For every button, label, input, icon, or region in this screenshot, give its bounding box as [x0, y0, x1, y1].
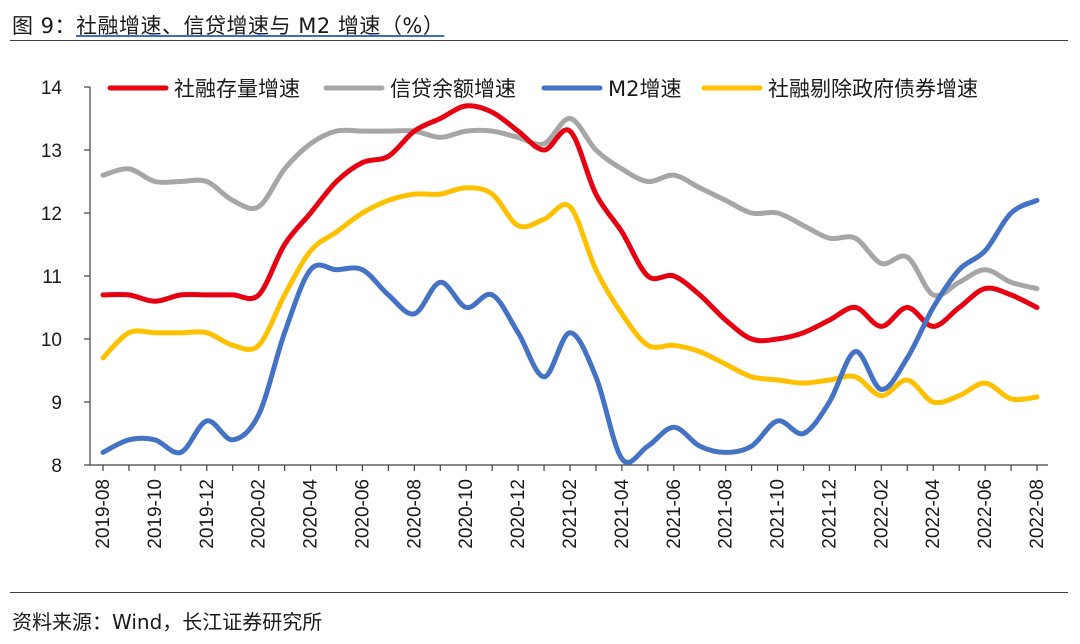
x-tick-label: 2022-06 [975, 479, 996, 549]
y-tick-label: 8 [51, 456, 62, 477]
y-tick-label: 14 [41, 78, 63, 99]
figure-label: 图 9： [12, 14, 77, 38]
top-rule [10, 40, 1068, 41]
legend-label: 社融剔除政府债券增速 [768, 77, 978, 101]
x-tick-label: 2020-10 [456, 479, 477, 549]
x-tick-label: 2020-12 [508, 479, 529, 549]
series-line-3 [100, 185, 1040, 406]
series-line-2 [100, 197, 1040, 465]
x-tick-label: 2019-12 [197, 479, 218, 549]
x-tick-label: 2020-02 [249, 479, 270, 549]
x-tick-label: 2020-06 [352, 479, 373, 549]
x-tick-label: 2021-10 [768, 479, 789, 549]
source-note: 资料来源：Wind，长江证券研究所 [12, 610, 323, 634]
x-tick-label: 2022-02 [871, 479, 892, 549]
y-tick-label: 13 [41, 141, 62, 162]
x-tick-label: 2021-04 [612, 479, 633, 549]
series-line-1 [100, 116, 1040, 299]
chart-legend: 社融存量增速 信贷余额增速 M2增速 社融剔除政府债券增速 [107, 77, 978, 101]
x-tick-label: 2020-08 [404, 479, 425, 549]
y-tick-label: 9 [51, 393, 62, 414]
y-tick-label: 12 [41, 204, 62, 225]
x-tick-label: 2021-12 [819, 479, 840, 549]
series-line-0 [100, 103, 1040, 344]
figure-title-text: 社融增速、信贷增速与 M2 增速（%） [76, 14, 445, 38]
legend-label: M2增速 [608, 77, 681, 101]
y-tick-label: 10 [41, 330, 62, 351]
legend-label: 信贷余额增速 [390, 77, 516, 101]
x-tick-label: 2022-08 [1027, 479, 1048, 549]
legend-label: 社融存量增速 [174, 77, 300, 101]
line-chart: 8 9 10 11 12 13 14 2019-08 2019-10 2019-12 2020-02… [41, 77, 1048, 549]
x-tick-label: 2019-08 [93, 479, 114, 549]
chart-axes: 8 9 10 11 12 13 14 2019-08 2019-10 2019-12 2020-02… [41, 78, 1048, 549]
chart-series [100, 103, 1040, 465]
x-tick-label: 2021-08 [716, 479, 737, 549]
x-tick-label: 2019-10 [145, 479, 166, 549]
figure-title: 图 9：社融增速、信贷增速与 M2 增速（%） [12, 10, 444, 40]
x-tick-label: 2022-04 [923, 479, 944, 549]
x-tick-label: 2021-06 [664, 479, 685, 549]
bottom-rule [10, 592, 1068, 593]
y-tick-label: 11 [42, 267, 62, 288]
x-tick-label: 2021-02 [560, 479, 581, 549]
x-tick-label: 2020-04 [301, 479, 322, 549]
